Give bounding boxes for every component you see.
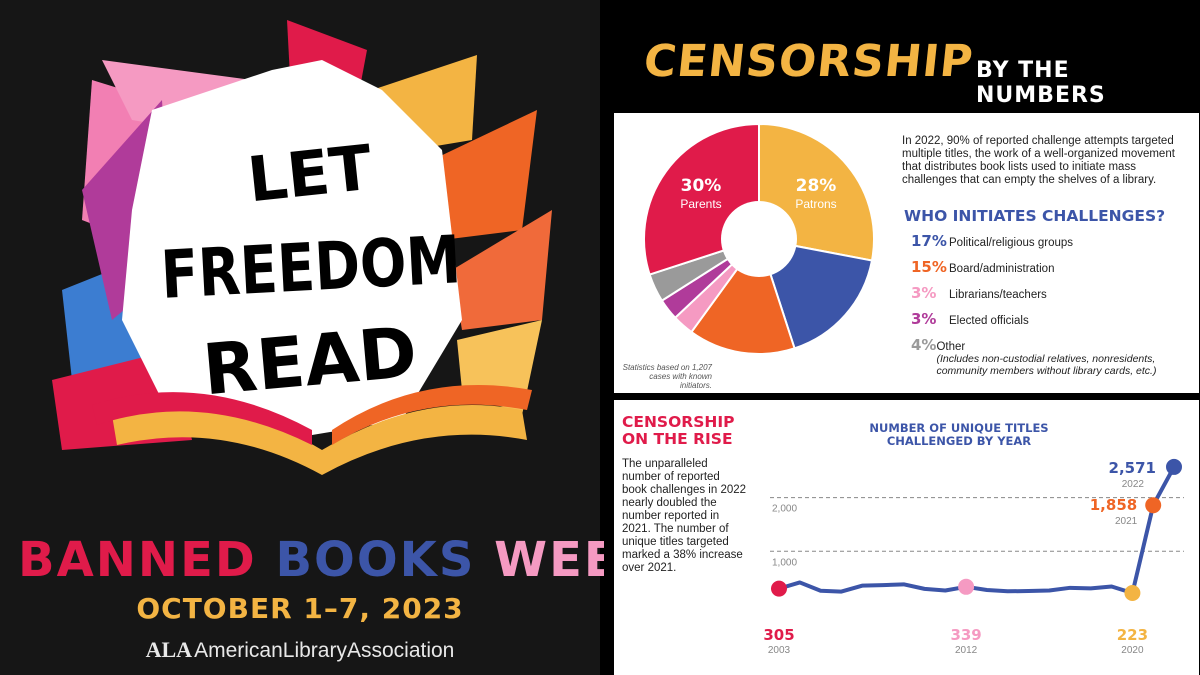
legend-pct: 4% (911, 336, 937, 354)
banned-books-week-poster: LET FREEDOM READ BANNED BOOKS WEEK OCTOB… (0, 0, 656, 675)
let-freedom-read-logo: LET FREEDOM READ (52, 20, 552, 475)
legend-pct: 17% (911, 232, 947, 250)
ala-mark: ALA (145, 637, 193, 662)
pie-label-patrons: Patrons (795, 197, 836, 211)
ala-name: AmericanLibraryAssociation (194, 639, 455, 662)
rise-text: The unparalleled number of reported book… (622, 458, 747, 574)
legend-label: Political/religious groups (949, 237, 1074, 249)
data-label-2020: 223 (1117, 626, 1148, 644)
point-2021 (1145, 497, 1162, 514)
ray-orange (432, 110, 537, 240)
legend-label: Elected officials (949, 315, 1029, 327)
infographic-header: CENSORSHIP BY THE NUMBERS (604, 30, 1200, 108)
legend-label: Board/administration (949, 263, 1055, 275)
rise-heading: CENSORSHIP ON THE RISE (622, 414, 734, 448)
rise-heading-line1: CENSORSHIP (622, 413, 735, 431)
y-tick-label: 1,000 (772, 557, 797, 568)
series-line (778, 465, 1176, 596)
legend-item: 4% Other (Includes non-custodial relativ… (911, 336, 1196, 377)
pie-label-parents-pct: 30% (681, 176, 722, 196)
logo-freedom: FREEDOM (159, 221, 463, 314)
book-spine (112, 405, 527, 475)
legend-pct: 3% (911, 310, 937, 328)
pie-label-parents: Parents (680, 197, 721, 211)
point-2003 (771, 580, 787, 597)
word-banned: BANNED (18, 532, 257, 588)
point-2020 (1124, 585, 1141, 602)
book-cover-red (92, 392, 312, 445)
legend-label: Librarians/teachers (949, 289, 1047, 301)
banned-books-week-title: BANNED BOOKS WEEK (18, 532, 656, 588)
line-chart-title: NUMBER OF UNIQUE TITLES CHALLENGED BY YE… (869, 421, 1049, 448)
pie-slice-board-administration (690, 236, 796, 355)
legend-label-group: Other (Includes non-custodial relatives,… (936, 341, 1196, 377)
legend-pct: 3% (911, 284, 937, 302)
legend-item: 3% Librarians/teachers (911, 284, 1196, 302)
donut-hole (721, 201, 797, 277)
event-dates: OCTOBER 1–7, 2023 (136, 592, 464, 625)
word-books: BOOKS (275, 532, 476, 588)
data-label-2012: 339 (950, 626, 981, 644)
logo-let: LET (244, 131, 375, 217)
header-censorship: CENSORSHIP (641, 36, 976, 87)
initiators-intro: In 2022, 90% of reported challenge attem… (902, 135, 1175, 186)
legend-pct: 15% (911, 258, 947, 276)
statistics-note: Statistics based on 1,207 cases with kno… (622, 363, 712, 390)
pie-slice-political-religious-groups (757, 237, 874, 350)
initiators-panel: 30% Parents 28% Patrons Statistics based… (614, 113, 1199, 393)
legend-item: 17% Political/religious groups (911, 232, 1196, 250)
year-label-2022: 2022 (1122, 479, 1145, 490)
header-by-the-numbers: BY THE NUMBERS (976, 58, 1106, 108)
data-label-2022: 2,571 (1109, 459, 1156, 477)
legend-item: 15% Board/administration (911, 258, 1196, 276)
data-label-2021: 1,858 (1090, 496, 1137, 514)
titles-challenged-panel: CENSORSHIP ON THE RISE The unparalleled … (614, 400, 1199, 675)
legend-note: (Includes non-custodial relatives, nonre… (936, 353, 1157, 377)
point-2012 (958, 578, 975, 595)
book-cover-orange (332, 385, 532, 445)
ray-orange-2 (452, 210, 552, 330)
year-label-2012: 2012 (955, 645, 978, 656)
year-label-2003: 2003 (768, 645, 791, 656)
book-pages (122, 60, 462, 440)
pie-label-patrons-pct: 28% (796, 176, 837, 196)
who-initiates-heading: WHO INITIATES CHALLENGES? (904, 207, 1166, 225)
y-tick-label: 2,000 (772, 504, 797, 515)
data-label-2003: 305 (763, 626, 794, 644)
year-label-2020: 2020 (1121, 645, 1144, 656)
rise-heading-line2: ON THE RISE (622, 430, 733, 448)
infographic: CENSORSHIP BY THE NUMBERS 30% Parents 28… (604, 0, 1200, 675)
year-label-2021: 2021 (1115, 516, 1138, 527)
legend-item: 3% Elected officials (911, 310, 1196, 328)
initiators-donut-chart: 30% Parents 28% Patrons (643, 122, 875, 355)
ala-logo: ALAAmericanLibraryAssociation (0, 637, 600, 663)
logo-read: READ (200, 311, 420, 411)
point-2022 (1166, 458, 1182, 475)
legend-label: Other (936, 341, 966, 353)
